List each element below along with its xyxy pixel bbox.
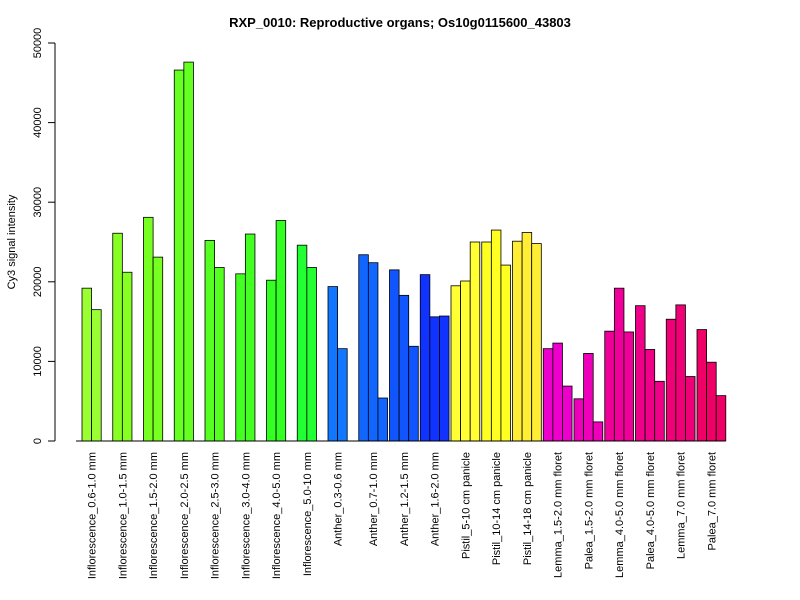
bar xyxy=(604,330,615,442)
bar xyxy=(204,240,216,442)
y-tick-label: 50000 xyxy=(32,28,44,59)
category-label: Lemma_1.5-2.0 mm floret xyxy=(553,452,565,578)
bar xyxy=(613,287,625,442)
category-label: Inflorescence_0.6-1.0 mm xyxy=(87,452,99,579)
bar xyxy=(552,342,563,442)
category-label: Anther_0.3-0.6 mm xyxy=(333,452,345,546)
category-label: Inflorescence_2.0-2.5 mm xyxy=(179,452,191,579)
bar xyxy=(573,398,585,442)
category-label: Palea_4.0-5.0 mm floret xyxy=(645,452,657,569)
bar xyxy=(183,61,194,442)
bar xyxy=(685,376,696,442)
y-tick-label: 30000 xyxy=(32,187,44,218)
bar xyxy=(542,348,554,442)
category-label: Inflorescence_1.0-1.5 mm xyxy=(117,452,129,579)
y-tick-label: 40000 xyxy=(32,107,44,138)
bar xyxy=(696,329,708,442)
bar xyxy=(512,240,523,442)
bar xyxy=(521,232,533,442)
bar xyxy=(450,285,462,442)
category-label: Lemma_4.0-5.0 mm floret xyxy=(614,452,626,578)
bar xyxy=(358,254,369,442)
bar xyxy=(654,380,665,442)
bar xyxy=(490,229,502,442)
category-label: Anther_1.6-2.0 mm xyxy=(430,452,442,546)
chart-title: RXP_0010: Reproductive organs; Os10g0115… xyxy=(229,15,571,30)
category-label: Anther_0.7-1.0 mm xyxy=(368,452,380,546)
category-label: Pistil_14-18 cm panicle xyxy=(522,452,534,565)
category-label: Pistil_5-10 cm panicle xyxy=(460,452,472,559)
bar xyxy=(562,385,573,442)
bar xyxy=(635,305,646,442)
bar xyxy=(644,349,656,442)
bar xyxy=(173,69,185,442)
bar xyxy=(469,241,481,442)
bar xyxy=(152,256,164,442)
category-label: Inflorescence_1.5-2.0 mm xyxy=(148,452,160,579)
bar xyxy=(112,232,123,442)
category-label: Lemma_7.0 mm floret xyxy=(676,452,688,559)
bar xyxy=(592,421,604,442)
y-axis: 0 10000 20000 30000 40000 50000 xyxy=(32,28,56,444)
bar xyxy=(266,279,277,442)
bars xyxy=(81,61,727,442)
y-tick-label: 0 xyxy=(32,438,44,444)
bar xyxy=(398,294,410,442)
bar xyxy=(143,216,154,442)
y-axis-label: Cy3 signal intensity xyxy=(6,194,18,289)
category-label: Inflorescence_3.0-4.0 mm xyxy=(240,452,252,579)
bar xyxy=(235,273,246,442)
category-label: Anther_1.2-1.5 mm xyxy=(399,452,411,546)
category-labels: Inflorescence_0.6-1.0 mm Inflorescence_1.… xyxy=(87,452,719,579)
bar xyxy=(500,264,511,442)
bar xyxy=(665,318,677,442)
bar xyxy=(408,345,419,442)
bar xyxy=(706,361,717,442)
category-label: Palea_1.5-2.0 mm floret xyxy=(583,452,595,569)
bar xyxy=(531,243,542,442)
category-label: Pistil_10-14 cm panicle xyxy=(491,452,503,565)
category-label: Inflorescence_4.0-5.0 mm xyxy=(271,452,283,579)
bar xyxy=(214,267,225,442)
bar xyxy=(429,316,440,442)
bar xyxy=(481,241,492,442)
category-label: Palea_7.0 mm floret xyxy=(706,452,718,550)
category-label: Inflorescence_2.5-3.0 mm xyxy=(210,452,222,579)
bar xyxy=(81,287,93,442)
y-tick-label: 20000 xyxy=(32,267,44,298)
bar xyxy=(91,309,102,442)
bar xyxy=(460,280,471,442)
bar xyxy=(275,220,287,442)
bar xyxy=(296,244,308,442)
bar xyxy=(367,262,379,442)
bar xyxy=(337,348,348,442)
bar xyxy=(419,274,431,442)
bar xyxy=(715,395,727,442)
bar xyxy=(244,233,256,442)
bar xyxy=(327,286,339,442)
bar xyxy=(121,271,133,442)
bar xyxy=(583,353,594,442)
bar xyxy=(439,315,450,442)
category-label: Inflorescence_5.0-10 mm xyxy=(302,452,314,576)
bar xyxy=(377,397,388,442)
bar xyxy=(389,269,400,442)
bar xyxy=(623,331,634,442)
y-tick-label: 10000 xyxy=(32,346,44,377)
bar xyxy=(675,304,686,442)
bar xyxy=(306,267,317,442)
